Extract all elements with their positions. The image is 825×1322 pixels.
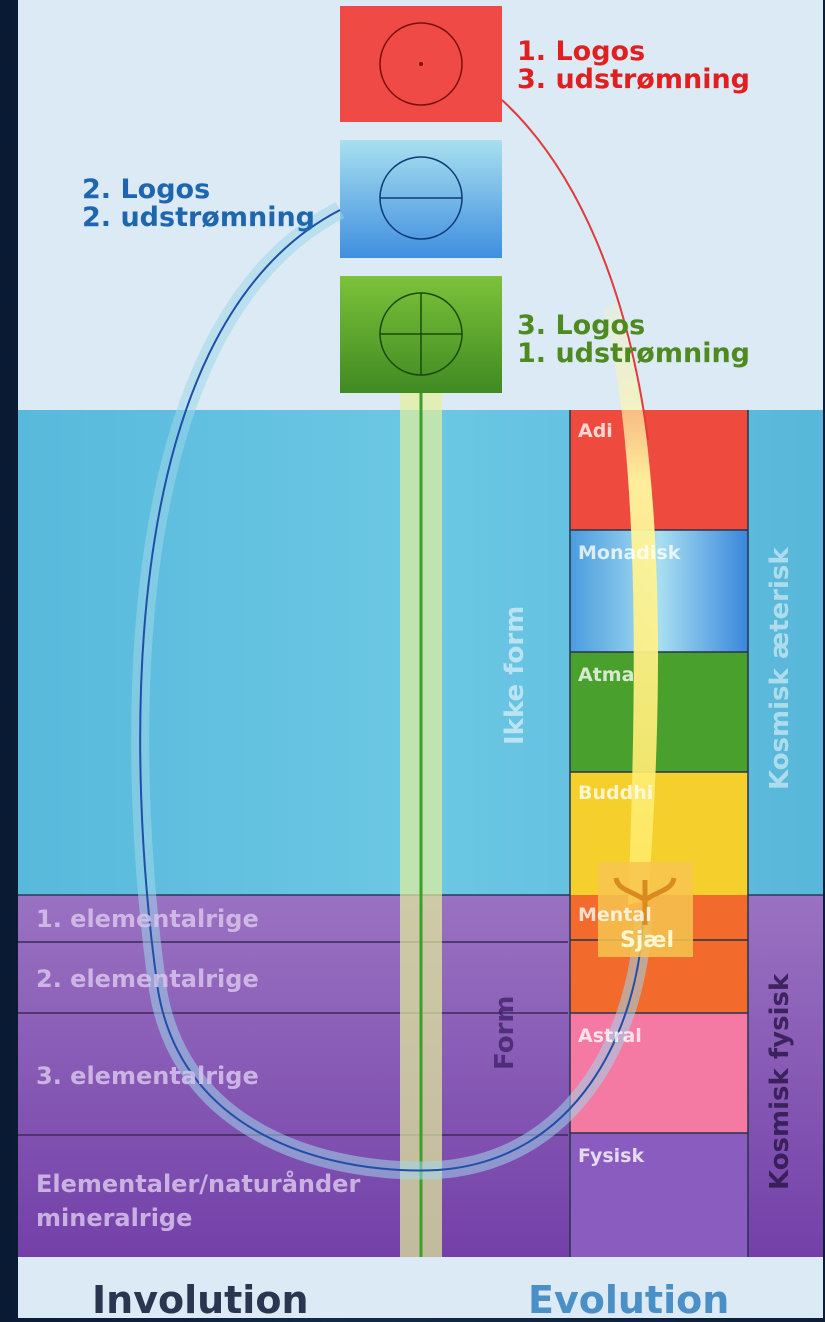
plane-adi [570, 410, 748, 530]
soul-label: Sjæl [620, 928, 674, 953]
plane-label-buddhi: Buddhi [578, 782, 654, 804]
plane-atma [570, 652, 748, 772]
plane-label-atma: Atma [578, 664, 635, 686]
cosmic-etheric-label: Kosmisk æterisk [765, 547, 795, 790]
evolution-stream [603, 300, 658, 905]
plane-monadisk [570, 530, 748, 652]
realm-2: 2. elementalrige [36, 965, 259, 993]
realm-3: 3. elementalrige [36, 1062, 259, 1090]
plane-label-adi: Adi [578, 420, 613, 442]
diagram-graphics [18, 6, 823, 1318]
realm-4: Elementaler/naturånder [36, 1170, 361, 1198]
cosmic-physical-label: Kosmisk fysisk [765, 973, 795, 1190]
evolution-label: Evolution [528, 1278, 730, 1322]
logos-2-line2: 2. udstrømning [82, 201, 315, 233]
involution-label: Involution [92, 1278, 309, 1322]
plane-label-mental: Mental [578, 904, 652, 926]
form-label: Form [490, 995, 520, 1070]
logos-3-line1: 3. Logos [517, 310, 646, 341]
plane-label-fysisk: Fysisk [578, 1145, 645, 1167]
logos-1-symbol-icon [379, 22, 463, 106]
logos-3-label: 3. Logos 1. udstrømning [517, 312, 750, 367]
logos-1-line1: 1. Logos [517, 36, 646, 67]
formless-label: Ikke form [500, 605, 530, 745]
logos-2-line1: 2. Logos [82, 174, 211, 205]
plane-label-astral: Astral [578, 1025, 642, 1047]
realm-1: 1. elementalrige [36, 905, 259, 933]
logos-2-label: 2. Logos 2. udstrømning [82, 176, 315, 231]
plane-label-monadisk: Monadisk [578, 542, 681, 564]
logos-1-label: 1. Logos 3. udstrømning [517, 38, 750, 93]
realm-5: mineralrige [36, 1204, 193, 1232]
logos-3-line2: 1. udstrømning [517, 337, 750, 369]
soul-tree-icon [613, 877, 677, 925]
plane-fysisk [570, 1133, 748, 1257]
logos-1-line2: 3. udstrømning [517, 63, 750, 95]
